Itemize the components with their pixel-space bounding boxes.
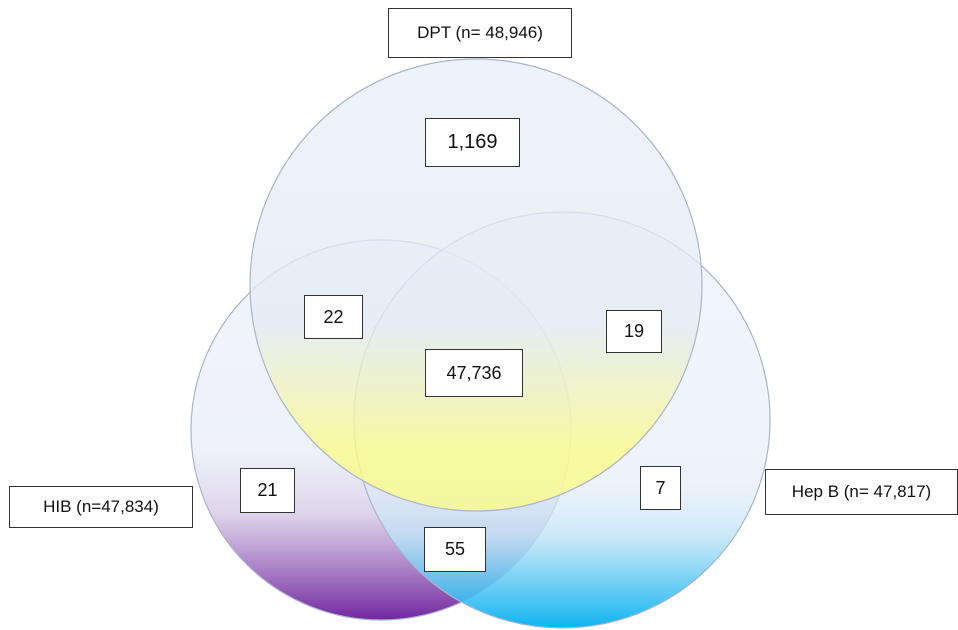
dpt-hib-count: 22 bbox=[304, 295, 363, 339]
hepb-only-count: 7 bbox=[640, 466, 681, 510]
dpt-set-label: DPT (n= 48,946) bbox=[388, 8, 572, 58]
hib-set-label: HIB (n=47,834) bbox=[9, 486, 193, 528]
hib-hepb-count: 55 bbox=[424, 527, 486, 572]
all-three-count: 47,736 bbox=[425, 349, 523, 397]
dpt-circle bbox=[249, 58, 703, 512]
hib-only-count: 21 bbox=[240, 468, 295, 513]
dpt-hepb-count: 19 bbox=[606, 310, 662, 353]
dpt-only-count: 1,169 bbox=[425, 118, 520, 167]
hepb-set-label: Hep B (n= 47,817) bbox=[765, 469, 958, 515]
